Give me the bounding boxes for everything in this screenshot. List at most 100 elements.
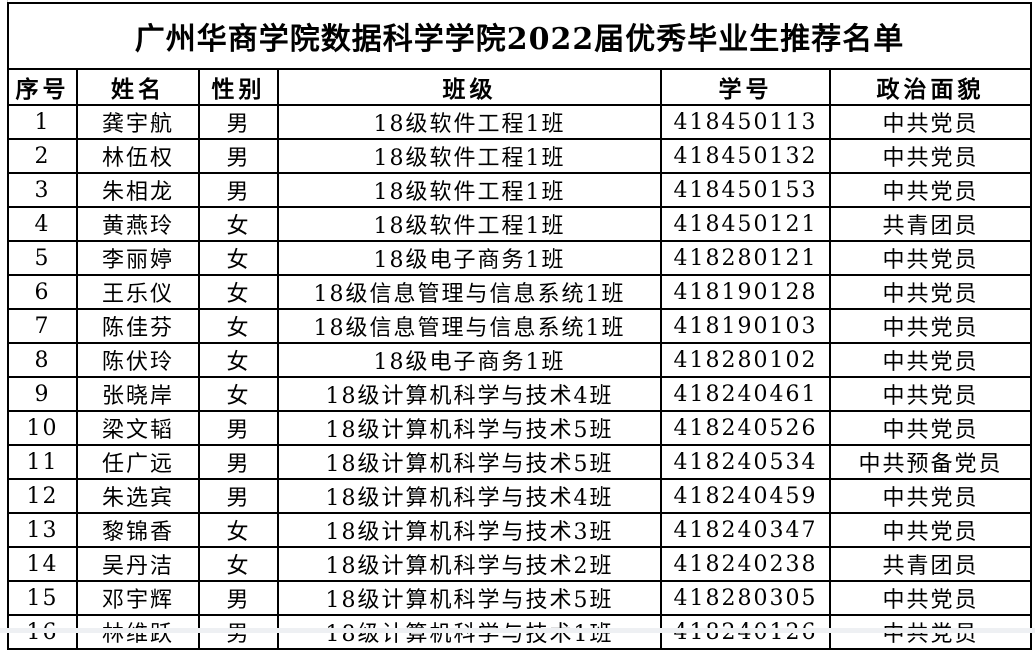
- cell-name[interactable]: 黎锦香: [76, 512, 200, 548]
- cell-political-status[interactable]: 中共党员: [829, 138, 1032, 174]
- cell-gender[interactable]: 女: [198, 342, 279, 378]
- table-row: 13 黎锦香女 18级计算机科学与技术3班 418240347 中共党员: [7, 512, 1032, 548]
- cell-student-id[interactable]: 418190103: [660, 308, 831, 344]
- cell-student-id[interactable]: 418240238: [660, 546, 831, 582]
- cell-gender[interactable]: 女: [198, 274, 279, 310]
- cell-name[interactable]: 邓宇辉: [76, 580, 200, 616]
- cell-gender[interactable]: 女: [198, 512, 279, 548]
- cell-class[interactable]: 18级电子商务1班: [277, 240, 662, 276]
- cell-class[interactable]: 18级计算机科学与技术5班: [277, 410, 662, 446]
- table-row: 15 邓宇辉男 18级计算机科学与技术5班 418280305 中共党员: [7, 580, 1032, 616]
- cell-class[interactable]: 18级信息管理与信息系统1班: [277, 308, 662, 344]
- cell-name[interactable]: 黄燕玲: [76, 206, 200, 242]
- cell-gender[interactable]: 男: [198, 104, 279, 140]
- header-gender[interactable]: 性别: [198, 68, 279, 106]
- cell-name[interactable]: 陈伏玲: [76, 342, 200, 378]
- cell-class[interactable]: 18级计算机科学与技术4班: [277, 376, 662, 412]
- cell-class[interactable]: 18级软件工程1班: [277, 172, 662, 208]
- cell-class[interactable]: 18级计算机科学与技术2班: [277, 546, 662, 582]
- cell-index[interactable]: 3: [7, 172, 78, 208]
- header-class[interactable]: 班级: [277, 68, 662, 106]
- cell-gender[interactable]: 女: [198, 546, 279, 582]
- cell-political-status[interactable]: 中共党员: [829, 240, 1032, 276]
- cell-gender[interactable]: 女: [198, 240, 279, 276]
- cell-index[interactable]: 5: [7, 240, 78, 276]
- cell-gender[interactable]: 男: [198, 138, 279, 174]
- cell-student-id[interactable]: 418240461: [660, 376, 831, 412]
- cell-gender[interactable]: 女: [198, 376, 279, 412]
- cell-index[interactable]: 7: [7, 308, 78, 344]
- cell-student-id[interactable]: 418280102: [660, 342, 831, 378]
- cell-political-status[interactable]: 中共党员: [829, 410, 1032, 446]
- cell-index[interactable]: 11: [7, 444, 78, 480]
- cell-name[interactable]: 朱相龙: [76, 172, 200, 208]
- cell-name[interactable]: 朱选宾: [76, 478, 200, 514]
- cell-class[interactable]: 18级软件工程1班: [277, 104, 662, 140]
- cell-political-status[interactable]: 中共党员: [829, 342, 1032, 378]
- cell-gender[interactable]: 男: [198, 580, 279, 616]
- cell-index[interactable]: 10: [7, 410, 78, 446]
- cell-political-status[interactable]: 共青团员: [829, 546, 1032, 582]
- header-name[interactable]: 姓名: [76, 68, 200, 106]
- cell-political-status[interactable]: 中共党员: [829, 308, 1032, 344]
- cell-political-status[interactable]: 中共党员: [829, 580, 1032, 616]
- cell-name[interactable]: 龚宇航: [76, 104, 200, 140]
- cell-class[interactable]: 18级软件工程1班: [277, 138, 662, 174]
- cell-political-status[interactable]: 共青团员: [829, 206, 1032, 242]
- cell-student-id[interactable]: 418240347: [660, 512, 831, 548]
- cell-gender[interactable]: 男: [198, 172, 279, 208]
- cell-student-id[interactable]: 418240526: [660, 410, 831, 446]
- cell-student-id[interactable]: 418450153: [660, 172, 831, 208]
- cell-index[interactable]: 2: [7, 138, 78, 174]
- cell-gender[interactable]: 男: [198, 410, 279, 446]
- cell-name[interactable]: 吴丹洁: [76, 546, 200, 582]
- cell-class[interactable]: 18级计算机科学与技术3班: [277, 512, 662, 548]
- cell-index[interactable]: 4: [7, 206, 78, 242]
- cell-student-id[interactable]: 418450121: [660, 206, 831, 242]
- cell-index[interactable]: 12: [7, 478, 78, 514]
- cell-name[interactable]: 陈佳芬: [76, 308, 200, 344]
- cell-student-id[interactable]: 418450113: [660, 104, 831, 140]
- cell-student-id[interactable]: 418240534: [660, 444, 831, 480]
- cell-student-id[interactable]: 418280305: [660, 580, 831, 616]
- cell-political-status[interactable]: 中共党员: [829, 274, 1032, 310]
- cell-index[interactable]: 9: [7, 376, 78, 412]
- cell-index[interactable]: 1: [7, 104, 78, 140]
- cell-student-id[interactable]: 418190128: [660, 274, 831, 310]
- cell-gender[interactable]: 男: [198, 478, 279, 514]
- table-title[interactable]: 广州华商学院数据科学学院2022届优秀毕业生推荐名单: [7, 2, 1032, 70]
- cell-name[interactable]: 梁文韬: [76, 410, 200, 446]
- cell-political-status[interactable]: 中共党员: [829, 104, 1032, 140]
- cell-index[interactable]: 6: [7, 274, 78, 310]
- cell-political-status[interactable]: 中共预备党员: [829, 444, 1032, 480]
- cell-index[interactable]: 13: [7, 512, 78, 548]
- cell-gender[interactable]: 女: [198, 206, 279, 242]
- cell-class[interactable]: 18级信息管理与信息系统1班: [277, 274, 662, 310]
- cell-class[interactable]: 18级电子商务1班: [277, 342, 662, 378]
- cell-student-id[interactable]: 418240459: [660, 478, 831, 514]
- cell-gender[interactable]: 男: [198, 444, 279, 480]
- cell-index[interactable]: 15: [7, 580, 78, 616]
- cell-political-status[interactable]: 中共党员: [829, 172, 1032, 208]
- cell-name[interactable]: 张晓岸: [76, 376, 200, 412]
- cell-class[interactable]: 18级计算机科学与技术4班: [277, 478, 662, 514]
- cell-gender[interactable]: 女: [198, 308, 279, 344]
- cell-political-status[interactable]: 中共党员: [829, 376, 1032, 412]
- cell-class[interactable]: 18级计算机科学与技术5班: [277, 444, 662, 480]
- header-index[interactable]: 序号: [7, 68, 78, 106]
- cell-name[interactable]: 任广远: [76, 444, 200, 480]
- cell-index[interactable]: 14: [7, 546, 78, 582]
- cell-index[interactable]: 8: [7, 342, 78, 378]
- cell-student-id[interactable]: 418280121: [660, 240, 831, 276]
- cell-class[interactable]: 18级计算机科学与技术5班: [277, 580, 662, 616]
- cell-name[interactable]: 林伍权: [76, 138, 200, 174]
- header-political-status[interactable]: 政治面貌: [829, 68, 1032, 106]
- cell-class[interactable]: 18级软件工程1班: [277, 206, 662, 242]
- cell-student-id[interactable]: 418450132: [660, 138, 831, 174]
- cell-political-status[interactable]: 中共党员: [829, 478, 1032, 514]
- cell-name[interactable]: 王乐仪: [76, 274, 200, 310]
- cell-name[interactable]: 李丽婷: [76, 240, 200, 276]
- cell-political-status[interactable]: 中共党员: [829, 512, 1032, 548]
- header-student-id[interactable]: 学号: [660, 68, 831, 106]
- table-row: 1 龚宇航男 18级软件工程1班 418450113 中共党员: [7, 104, 1032, 140]
